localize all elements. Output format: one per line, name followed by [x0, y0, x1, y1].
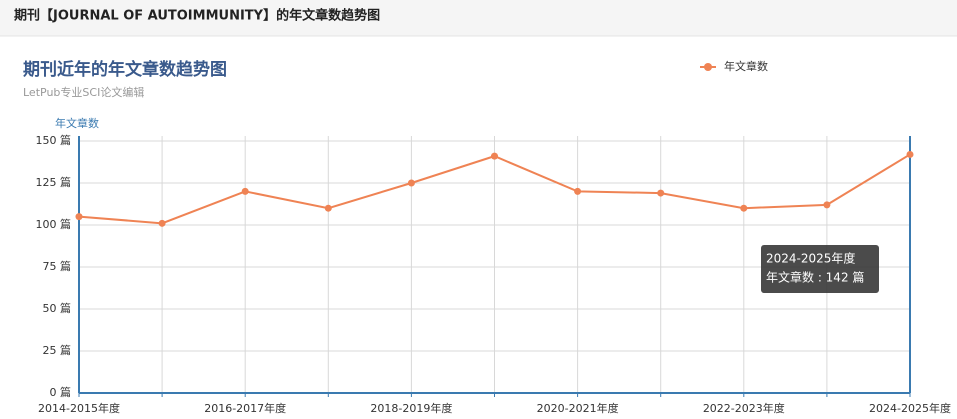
x-tick-label: 2016-2017年度	[204, 401, 286, 415]
tooltip-text: 年文章数 : 142 篇	[766, 270, 864, 285]
y-tick-label: 75 篇	[43, 259, 72, 273]
x-tick-label: 2020-2021年度	[537, 401, 619, 415]
tooltip-box	[761, 245, 879, 293]
chart-title: 期刊近年的年文章数趋势图	[23, 59, 227, 80]
x-tick-label: 2022-2023年度	[703, 401, 785, 415]
x-tick-label: 2024-2025年度	[869, 401, 951, 415]
data-point	[75, 213, 83, 221]
data-point	[158, 219, 166, 227]
data-point	[574, 187, 582, 195]
data-point	[657, 189, 665, 197]
data-point	[491, 152, 498, 160]
legend-label: 年文章数	[724, 59, 768, 73]
tooltip-title: 2024-2025年度	[766, 251, 855, 266]
chart-subtitle: LetPub专业SCI论文编辑	[23, 85, 144, 99]
y-tick-label: 50 篇	[43, 301, 72, 315]
data-point	[324, 204, 332, 212]
y-tick-label: 100 篇	[36, 217, 72, 231]
x-tick-label: 2014-2015年度	[38, 401, 120, 415]
y-tick-label: 150 篇	[36, 133, 72, 147]
y-axis-label: 年文章数	[55, 116, 99, 130]
y-tick-label: 0 篇	[50, 385, 72, 399]
data-point	[740, 204, 748, 212]
data-point	[823, 201, 831, 209]
x-tick-label: 2018-2019年度	[370, 401, 452, 415]
data-point	[241, 187, 249, 195]
header-bar	[0, 0, 957, 36]
data-point	[407, 179, 415, 187]
y-tick-label: 125 篇	[36, 175, 72, 189]
header-title: 期刊【JOURNAL OF AUTOIMMUNITY】的年文章数趋势图	[14, 8, 380, 24]
y-tick-label: 25 篇	[43, 343, 72, 357]
legend-marker	[704, 63, 712, 71]
data-point	[906, 150, 914, 158]
